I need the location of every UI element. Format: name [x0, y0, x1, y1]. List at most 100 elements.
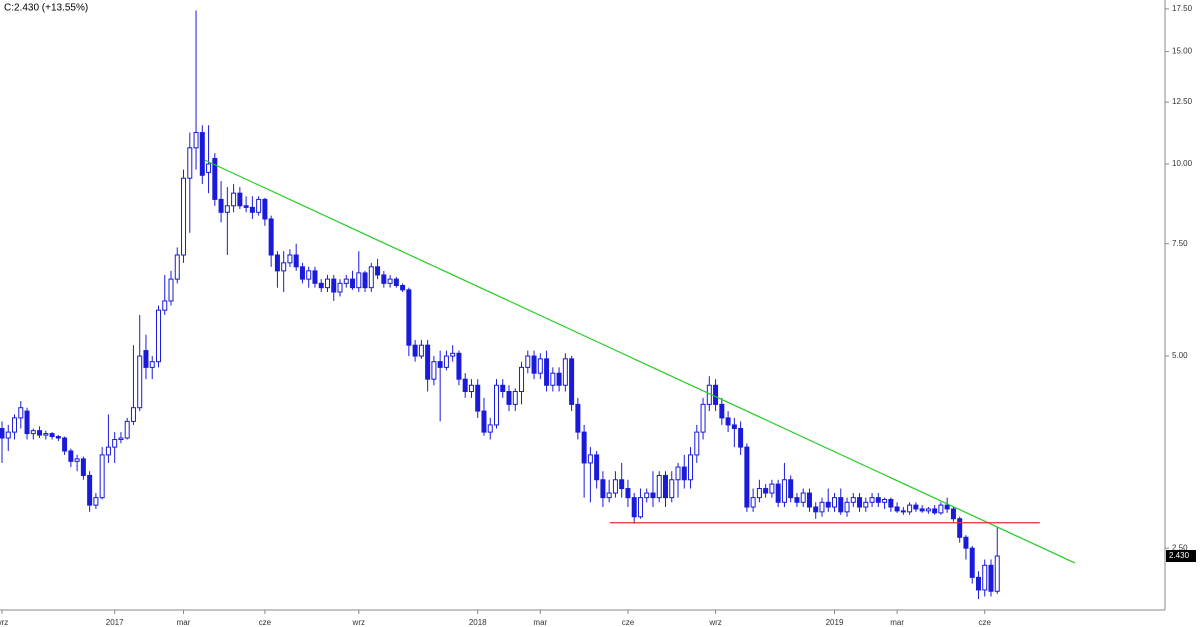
x-tick-label: mar	[533, 618, 547, 627]
candle-body	[343, 278, 349, 284]
candle-body	[49, 433, 55, 438]
candle-body	[800, 492, 806, 503]
candle-body	[982, 564, 988, 591]
candle-body	[43, 433, 49, 436]
candle-body	[738, 427, 744, 448]
candle-body	[281, 262, 287, 272]
candle-body	[713, 384, 719, 405]
candle-body	[963, 536, 969, 549]
candle-body	[844, 501, 850, 513]
candle-body	[944, 504, 950, 510]
candle-body	[418, 344, 424, 357]
candle-body	[337, 282, 343, 293]
candle-body	[562, 358, 568, 386]
candle-body	[475, 384, 481, 412]
candle-body	[218, 198, 224, 213]
candle-body	[55, 436, 61, 439]
candle-body	[550, 372, 556, 386]
candle-body	[637, 497, 643, 518]
candle-body	[994, 555, 1000, 592]
candle-body	[838, 497, 844, 513]
candle-body	[731, 424, 737, 429]
candle-body	[168, 278, 174, 302]
candle-body	[750, 497, 756, 508]
candle-body	[519, 366, 525, 392]
candle-body	[62, 437, 68, 452]
candle-body	[700, 403, 706, 433]
candle-body	[206, 163, 212, 173]
candle-body	[137, 355, 143, 409]
candle-body	[406, 289, 412, 346]
x-tick-label: 2019	[826, 618, 844, 627]
candle-body	[249, 206, 255, 213]
candle-body	[950, 508, 956, 520]
x-tick-label: cze	[622, 618, 635, 627]
candle-body	[456, 352, 462, 380]
candle-body	[262, 198, 268, 220]
candle-body	[68, 450, 74, 462]
candle-body	[688, 454, 694, 481]
candle-body	[187, 147, 193, 179]
x-tick-label: 2017	[106, 618, 124, 627]
candle-body	[37, 430, 43, 436]
candle-body	[763, 488, 769, 494]
x-tick-label: wrz	[708, 618, 721, 627]
candle-body	[612, 479, 618, 494]
candle-body	[331, 278, 337, 293]
candle-body	[606, 492, 612, 499]
candle-body	[600, 479, 606, 499]
last-price-label: 2.430	[1169, 551, 1190, 560]
candle-body	[907, 504, 913, 513]
candle-body	[431, 361, 437, 380]
candle-body	[393, 278, 399, 286]
candle-body	[74, 458, 80, 462]
candle-body	[769, 483, 775, 494]
y-tick-label: 10.00	[1172, 159, 1193, 168]
candle-body	[669, 479, 675, 499]
candle-body	[299, 266, 305, 280]
x-tick-label: wrz	[352, 618, 365, 627]
candle-body	[24, 410, 30, 435]
candle-body	[775, 483, 781, 503]
candle-body	[850, 497, 856, 503]
candle-body	[199, 132, 205, 176]
candle-body	[412, 344, 418, 357]
candle-body	[381, 274, 387, 284]
candle-body	[293, 254, 299, 268]
candle-body	[162, 300, 168, 311]
candle-body	[575, 403, 581, 433]
candle-body	[212, 157, 218, 200]
candle-body	[274, 254, 280, 272]
candle-body	[525, 355, 531, 368]
candle-body	[437, 361, 443, 368]
candle-body	[487, 424, 493, 433]
last-price-box	[1166, 550, 1196, 563]
candle-body	[919, 508, 925, 512]
candle-body	[318, 282, 324, 289]
candle-body	[619, 479, 625, 490]
candle-body	[756, 488, 762, 499]
y-tick-label: 17.50	[1172, 4, 1193, 13]
candle-body	[744, 446, 750, 508]
candle-body	[925, 508, 931, 512]
candle-body	[875, 497, 881, 503]
candle-body	[932, 508, 938, 514]
x-tick-label: cze	[259, 618, 272, 627]
candle-body	[544, 358, 550, 386]
candle-body	[256, 198, 262, 213]
candle-body	[155, 309, 161, 363]
candle-body	[913, 504, 919, 510]
candle-body	[813, 506, 819, 513]
candle-body	[681, 466, 687, 481]
candle-body	[969, 547, 975, 578]
x-tick-label: cze	[979, 618, 992, 627]
candle-body	[662, 474, 668, 499]
candle-body	[512, 390, 518, 405]
candle-body	[468, 384, 474, 392]
candle-body	[112, 439, 118, 448]
candle-body	[888, 498, 894, 508]
candle-body	[481, 410, 487, 433]
candle-body	[587, 454, 593, 464]
